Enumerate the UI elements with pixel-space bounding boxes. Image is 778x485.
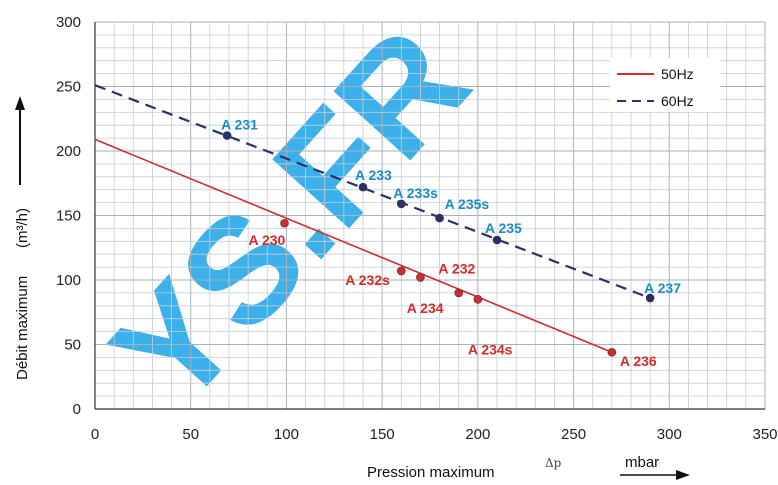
points-group: A 230 A 232s A 232 A 234 A 234s A 236 A 231 A 2… bbox=[221, 117, 681, 370]
data-point bbox=[607, 347, 617, 357]
data-label: A 233s bbox=[393, 185, 438, 201]
y-tick-labels: 0 50 100 150 200 250 300 bbox=[56, 14, 81, 418]
data-label: A 233 bbox=[355, 167, 392, 183]
x-tick-label: 150 bbox=[370, 426, 395, 443]
y-tick-label: 50 bbox=[64, 337, 81, 354]
y-axis-arrowhead bbox=[15, 96, 25, 110]
y-axis-label: Débit maximum bbox=[14, 276, 31, 380]
x-tick-label: 250 bbox=[561, 426, 586, 443]
grid bbox=[94, 21, 766, 410]
legend-box bbox=[610, 58, 720, 112]
data-point bbox=[435, 213, 444, 223]
data-label: A 235 bbox=[485, 220, 522, 236]
y-tick-label: 300 bbox=[56, 14, 81, 31]
data-point bbox=[396, 266, 406, 276]
y-axis-unit: (m³/h) bbox=[14, 208, 31, 248]
x-tick-label: 100 bbox=[274, 426, 299, 443]
data-point bbox=[222, 131, 232, 140]
data-label: A 232 bbox=[438, 260, 475, 276]
x-axis-title: Pression maximum Δp mbar bbox=[367, 454, 690, 481]
data-point bbox=[454, 288, 464, 298]
series-line-60hz bbox=[94, 84, 651, 300]
x-tick-label: 350 bbox=[752, 426, 777, 443]
x-tick-label: 50 bbox=[182, 426, 199, 443]
data-point bbox=[416, 273, 425, 282]
x-tick-label: 0 bbox=[91, 426, 99, 443]
y-tick-label: 0 bbox=[73, 401, 81, 418]
data-label: A 234 bbox=[407, 300, 444, 316]
legend-label-60hz: 60Hz bbox=[661, 93, 694, 109]
y-tick-label: 100 bbox=[56, 272, 81, 289]
x-tick-label: 300 bbox=[657, 426, 682, 443]
x-axis-unit: mbar bbox=[625, 454, 659, 471]
data-point bbox=[396, 199, 406, 209]
series-group bbox=[94, 84, 651, 353]
y-axis-title: Débit maximum (m³/h) bbox=[14, 96, 31, 380]
y-tick-label: 150 bbox=[56, 208, 81, 225]
data-point bbox=[645, 293, 655, 303]
x-tick-label: 200 bbox=[465, 426, 490, 443]
data-label: A 237 bbox=[644, 280, 681, 296]
y-tick-label: 250 bbox=[56, 79, 81, 96]
series-line-50hz bbox=[94, 138, 613, 353]
data-label: A 230 bbox=[249, 232, 286, 248]
data-point bbox=[473, 295, 483, 304]
legend: 50Hz 60Hz bbox=[610, 58, 720, 112]
x-axis-arrowhead bbox=[676, 470, 690, 480]
data-label: A 231 bbox=[221, 117, 258, 133]
legend-label-50hz: 50Hz bbox=[661, 66, 694, 82]
axes bbox=[94, 22, 765, 410]
data-label: A 235s bbox=[445, 196, 490, 212]
data-point bbox=[492, 235, 502, 245]
data-label: A 234s bbox=[468, 341, 513, 357]
data-point bbox=[280, 218, 289, 228]
data-label: A 236 bbox=[620, 353, 657, 369]
x-tick-labels: 0 50 100 150 200 250 300 350 bbox=[91, 426, 778, 443]
data-point bbox=[358, 182, 368, 192]
x-axis-label: Pression maximum bbox=[367, 464, 495, 481]
y-tick-label: 200 bbox=[56, 143, 81, 160]
x-axis-symbol: Δp bbox=[545, 456, 562, 470]
data-label: A 232s bbox=[345, 272, 390, 288]
